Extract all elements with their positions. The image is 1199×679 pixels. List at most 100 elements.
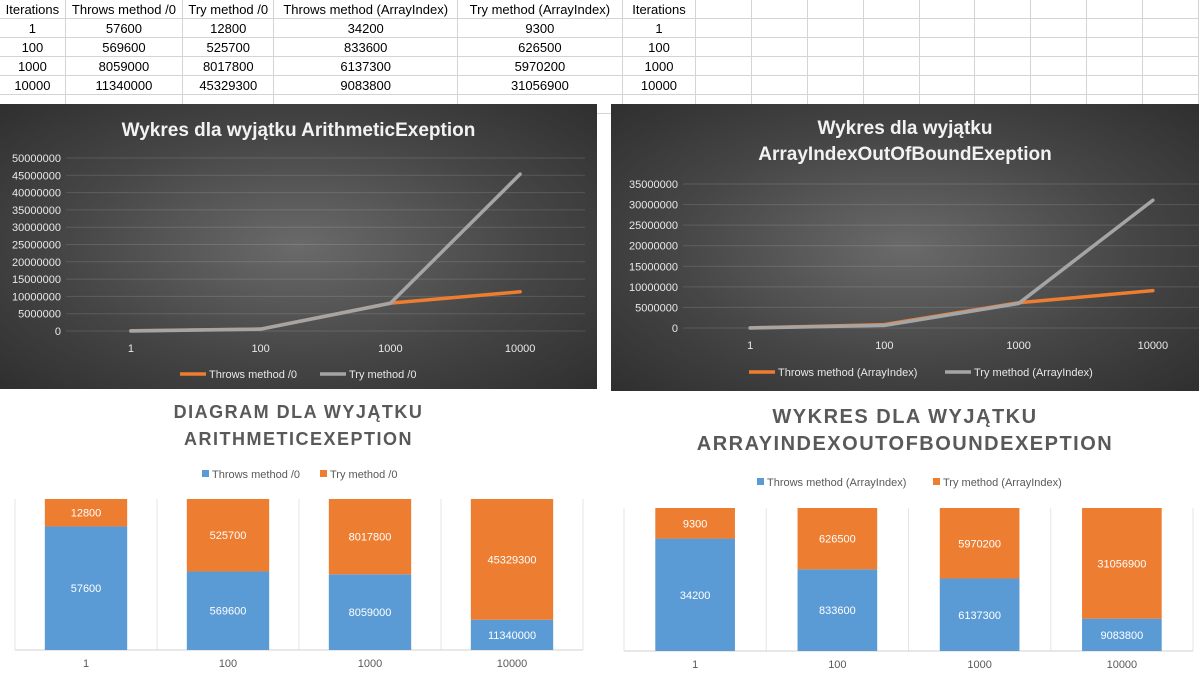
series-line[interactable] <box>129 172 522 333</box>
sheet-empty-cell[interactable] <box>807 0 864 19</box>
sheet-cell[interactable]: 31056900 <box>457 75 623 95</box>
sheet-empty-cell[interactable] <box>974 0 1032 19</box>
sheet-cell[interactable]: 100 <box>0 37 66 57</box>
sheet-empty-cell[interactable] <box>974 18 1032 38</box>
sheet-cell[interactable]: 6137300 <box>273 56 458 76</box>
sheet-cell[interactable]: 1 <box>0 18 66 38</box>
series-line[interactable] <box>129 290 522 333</box>
sheet-empty-cell[interactable] <box>863 75 920 95</box>
sheet-header-cell[interactable]: Try method /0 <box>182 0 275 19</box>
bar-segment[interactable] <box>797 569 878 651</box>
series-line[interactable] <box>748 198 1155 330</box>
sheet-empty-cell[interactable] <box>919 75 976 95</box>
sheet-empty-cell[interactable] <box>751 75 808 95</box>
bar-segment[interactable] <box>797 508 878 570</box>
series-line[interactable] <box>748 288 1155 330</box>
bar-segment[interactable] <box>470 619 554 650</box>
sheet-cell[interactable]: 100 <box>622 37 697 57</box>
sheet-empty-cell[interactable] <box>919 56 976 76</box>
sheet-empty-cell[interactable] <box>695 75 753 95</box>
bar-segment[interactable] <box>44 499 128 527</box>
bar-segment[interactable] <box>328 574 412 650</box>
sheet-empty-cell[interactable] <box>1142 75 1199 95</box>
sheet-cell[interactable]: 1 <box>622 18 697 38</box>
sheet-cell[interactable]: 57600 <box>65 18 184 38</box>
bar-segment[interactable] <box>44 526 128 650</box>
sheet-cell[interactable]: 5970200 <box>457 56 623 76</box>
sheet-empty-cell[interactable] <box>1086 18 1144 38</box>
sheet-cell[interactable]: 8059000 <box>65 56 184 76</box>
bar-segment[interactable] <box>186 499 270 572</box>
sheet-header-cell[interactable]: Iterations <box>0 0 66 19</box>
sheet-empty-cell[interactable] <box>919 18 976 38</box>
bar-segment[interactable] <box>1082 618 1162 651</box>
sheet-empty-cell[interactable] <box>1086 37 1144 57</box>
sheet-cell[interactable]: 10000 <box>622 75 697 95</box>
sheet-empty-cell[interactable] <box>863 37 920 57</box>
sheet-empty-cell[interactable] <box>695 37 753 57</box>
sheet-empty-cell[interactable] <box>1086 75 1144 95</box>
y-tick-label: 45000000 <box>12 170 61 182</box>
sheet-cell[interactable]: 569600 <box>65 37 184 57</box>
sheet-empty-cell[interactable] <box>751 56 808 76</box>
sheet-empty-cell[interactable] <box>863 0 920 19</box>
sheet-empty-cell[interactable] <box>695 0 753 19</box>
sheet-header-cell[interactable]: Try method (ArrayIndex) <box>457 0 623 19</box>
sheet-empty-cell[interactable] <box>974 75 1032 95</box>
sheet-cell[interactable]: 10000 <box>0 75 66 95</box>
sheet-empty-cell[interactable] <box>751 0 808 19</box>
sheet-empty-cell[interactable] <box>863 56 920 76</box>
sheet-empty-cell[interactable] <box>1086 0 1144 19</box>
sheet-cell[interactable]: 11340000 <box>65 75 184 95</box>
bar-segment[interactable] <box>186 571 270 650</box>
sheet-empty-cell[interactable] <box>807 75 864 95</box>
bar-segment[interactable] <box>655 538 735 651</box>
sheet-empty-cell[interactable] <box>919 37 976 57</box>
sheet-empty-cell[interactable] <box>807 37 864 57</box>
sheet-cell[interactable]: 12800 <box>182 18 275 38</box>
bar-segment[interactable] <box>1082 508 1162 619</box>
bar-segment[interactable] <box>939 578 1020 651</box>
bar-chart-arrayindex[interactable]: WYKRES DLA WYJĄTKU ARRAYINDEXOUTOFBOUNDEX… <box>611 393 1199 679</box>
sheet-empty-cell[interactable] <box>1030 0 1088 19</box>
sheet-empty-cell[interactable] <box>807 18 864 38</box>
bar-chart-arithmetic[interactable]: DIAGRAM DLA WYJĄTKU ARITHMETICEXEPTION Thr… <box>0 391 597 679</box>
sheet-empty-cell[interactable] <box>751 37 808 57</box>
sheet-empty-cell[interactable] <box>1142 37 1199 57</box>
sheet-empty-cell[interactable] <box>1030 75 1088 95</box>
sheet-empty-cell[interactable] <box>1086 56 1144 76</box>
sheet-empty-cell[interactable] <box>919 0 976 19</box>
sheet-empty-cell[interactable] <box>974 37 1032 57</box>
sheet-empty-cell[interactable] <box>1142 56 1199 76</box>
sheet-cell[interactable]: 9083800 <box>273 75 458 95</box>
sheet-cell[interactable]: 9300 <box>457 18 623 38</box>
sheet-empty-cell[interactable] <box>974 56 1032 76</box>
sheet-cell[interactable]: 833600 <box>273 37 458 57</box>
bar-segment[interactable] <box>328 499 412 575</box>
line-chart-arrayindex[interactable]: Wykres dla wyjątku ArrayIndexOutOfBoundEx… <box>611 104 1199 391</box>
bar-segment[interactable] <box>470 499 554 620</box>
bar-segment[interactable] <box>939 508 1020 579</box>
line-chart-arithmetic[interactable]: Wykres dla wyjątku ArithmeticExeption 0 50… <box>0 104 597 389</box>
sheet-empty-cell[interactable] <box>863 18 920 38</box>
sheet-empty-cell[interactable] <box>695 18 753 38</box>
sheet-empty-cell[interactable] <box>1030 18 1088 38</box>
sheet-header-cell[interactable]: Iterations <box>622 0 697 19</box>
sheet-empty-cell[interactable] <box>1030 37 1088 57</box>
sheet-cell[interactable]: 626500 <box>457 37 623 57</box>
sheet-header-cell[interactable]: Throws method (ArrayIndex) <box>273 0 458 19</box>
sheet-empty-cell[interactable] <box>807 56 864 76</box>
sheet-empty-cell[interactable] <box>1142 0 1199 19</box>
sheet-cell[interactable]: 8017800 <box>182 56 275 76</box>
sheet-cell[interactable]: 1000 <box>622 56 697 76</box>
sheet-empty-cell[interactable] <box>751 18 808 38</box>
sheet-empty-cell[interactable] <box>695 56 753 76</box>
sheet-cell[interactable]: 1000 <box>0 56 66 76</box>
sheet-cell[interactable]: 45329300 <box>182 75 275 95</box>
sheet-cell[interactable]: 34200 <box>273 18 458 38</box>
sheet-empty-cell[interactable] <box>1142 18 1199 38</box>
sheet-cell[interactable]: 525700 <box>182 37 275 57</box>
bar-segment[interactable] <box>655 508 735 539</box>
sheet-header-cell[interactable]: Throws method /0 <box>65 0 184 19</box>
sheet-empty-cell[interactable] <box>1030 56 1088 76</box>
